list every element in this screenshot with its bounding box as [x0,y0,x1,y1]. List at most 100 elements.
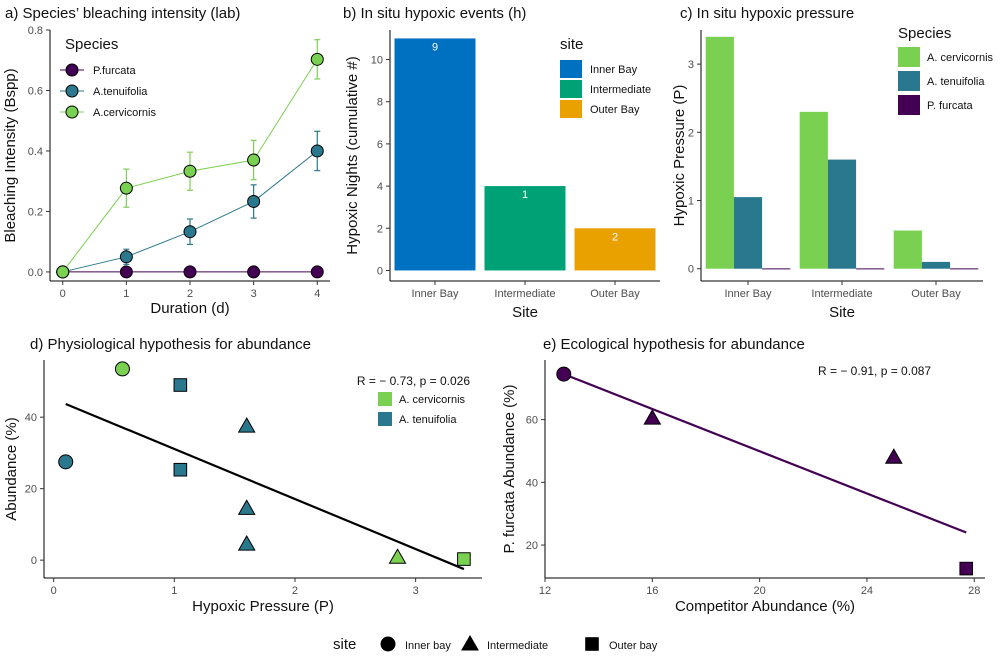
data-point-circle [58,454,74,470]
shared-legend-label: Inner bay [405,640,451,652]
legend-key-A.tenuifolia [65,84,79,98]
x-tick-label: Outer Bay [590,288,640,300]
bar-Intermediate [484,186,566,271]
bar-A. tenuifolia-Intermediate [827,159,857,269]
y-tick-label: 6 [377,139,383,151]
legend-key-A. tenuifolia [378,412,392,426]
legend-label: A. cervicornis [399,394,466,406]
y-tick-label: 0.4 [28,146,43,158]
bar-value-label: 2 [612,231,618,243]
regression-line [563,373,967,534]
data-point-P.furcata [119,265,133,279]
bar-A. cervicornis-Outer Bay [893,230,922,269]
legend-label: A. cervicornis [927,52,994,64]
legend-key-Outer Bay [560,100,582,118]
legend-label: P. furcata [927,100,974,112]
legend-key-triangle-icon [461,634,479,651]
panel-c-legend-title: Species [898,25,951,42]
x-tick-label: 1 [171,585,177,597]
panel-b-x-axis-title: Site [512,304,538,321]
bar-Outer Bay [574,228,656,271]
y-tick-label: 0 [688,264,694,276]
data-point-circle [556,366,572,382]
data-point-A.tenuifolia [183,225,197,239]
y-tick-label: 40 [526,477,538,489]
x-tick-label: 24 [861,585,873,597]
x-tick-label: 28 [968,585,980,597]
regression-line [65,402,465,571]
legend-label: Outer Bay [590,104,640,116]
data-point-A.cervicornis [310,52,324,66]
data-point-A.tenuifolia [247,194,261,208]
y-tick-label: 10 [371,55,383,67]
legend-key-square-icon [585,637,599,651]
bar-A. cervicornis-Intermediate [799,111,828,269]
x-tick-label: Outer Bay [911,288,961,300]
panel-e-y-axis-title: P. furcata Abundance (%) [501,384,518,553]
bar-A. cervicornis-Inner Bay [705,36,734,269]
legend-label: A.tenuifolia [93,86,148,98]
legend-label: Intermediate [590,84,651,96]
x-tick-label: Inner Bay [724,288,772,300]
panel-a-x-axis-title: Duration (d) [150,300,229,317]
panel-a-title: a) Species’ bleaching intensity (lab) [5,5,240,22]
legend-key-Inner Bay [560,60,582,78]
x-tick-label: 3 [413,585,419,597]
correlation-annotation: R = − 0.73, p = 0.026 [357,374,470,388]
panel-d-x-axis-title: Hypoxic Pressure (P) [192,598,334,615]
data-point-A.tenuifolia [310,144,324,158]
panel-e-title: e) Ecological hypothesis for abundance [543,336,805,353]
y-tick-label: 20 [25,484,37,496]
panel-b-y-axis-title: Hypoxic Nights (cumulative #) [344,56,361,254]
x-tick-label: Intermediate [811,288,872,300]
panel-b-title: b) In situ hypoxic events (h) [343,5,526,22]
panel-a-legend-title: Species [65,36,118,53]
x-tick-label: 0 [51,585,57,597]
bar-Inner Bay [394,38,476,271]
y-tick-label: 40 [25,412,37,424]
data-point-triangle [237,534,256,551]
legend-label: A. tenuifolia [399,414,457,426]
x-tick-label: 4 [314,288,320,300]
y-tick-label: 8 [377,97,383,109]
legend-key-A. cervicornis [898,47,920,67]
y-tick-label: 0.6 [28,85,43,97]
y-tick-label: 0.8 [28,25,43,37]
panel-c-title: c) In situ hypoxic pressure [680,5,854,22]
data-point-triangle [237,499,256,515]
panel-c-y-axis-title: Hypoxic Pressure (P) [671,85,688,227]
legend-key-A. tenuifolia [898,71,920,91]
panel-d-title: d) Physiological hypothesis for abundanc… [30,336,311,353]
shared-legend-label: Intermediate [487,640,548,652]
bar-P. furcata-Outer Bay [950,268,979,270]
legend-label: A.cervicornis [93,107,156,119]
data-point-A.cervicornis [247,153,261,167]
panel-e-x-axis-title: Competitor Abundance (%) [675,598,855,615]
data-point-triangle [388,548,407,564]
y-tick-label: 20 [526,540,538,552]
data-point-P.furcata [247,265,261,279]
y-tick-label: 2 [377,223,383,235]
data-point-square [457,552,471,566]
data-point-A.cervicornis [119,181,133,195]
bar-P. furcata-Inner Bay [762,268,791,270]
y-tick-label: 4 [377,181,383,193]
y-tick-label: 0.0 [28,267,43,279]
panel-c-x-axis-title: Site [829,304,855,321]
legend-key-P.furcata [65,63,79,77]
x-tick-label: Intermediate [494,288,555,300]
data-point-circle [114,361,130,377]
bar-value-label: 9 [432,41,438,53]
data-point-P.furcata [183,265,197,279]
bar-value-label: 1 [522,189,528,201]
legend-key-circle-icon [380,636,396,652]
x-tick-label: 0 [60,288,66,300]
y-tick-label: 2 [688,127,694,139]
data-point-triangle [237,417,256,433]
data-point-square [959,561,974,576]
shared-legend-title: site [333,636,356,653]
y-tick-label: 0 [31,555,37,567]
panel-a-y-axis-title: Bleaching Intensity (Bspp) [2,68,19,242]
panel-d-y-axis-title: Abundance (%) [3,417,20,520]
y-tick-label: 60 [526,415,538,427]
